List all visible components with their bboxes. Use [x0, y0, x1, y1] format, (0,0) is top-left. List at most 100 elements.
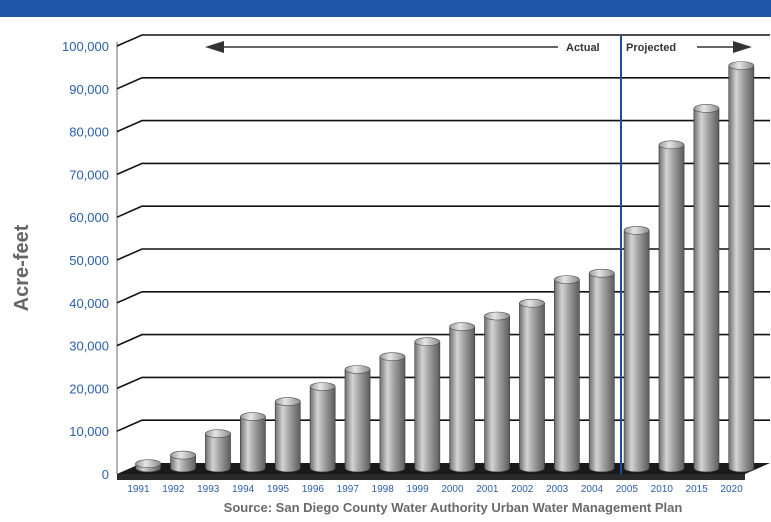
- bar-cap: [623, 226, 650, 235]
- x-tick-label: 1992: [162, 484, 185, 495]
- bar-body: [379, 356, 406, 473]
- bar: [449, 322, 476, 473]
- annotations: Actual Projected: [205, 35, 752, 474]
- source-note: Source: San Diego County Water Authority…: [224, 500, 683, 515]
- bar-cap: [135, 459, 162, 468]
- bar: [135, 459, 162, 473]
- x-tick-label: 1994: [232, 484, 255, 495]
- bar: [484, 311, 510, 473]
- bar-cap: [484, 311, 510, 321]
- bar-cap: [693, 104, 720, 113]
- x-axis: 1991 1992 1993 1994 1995 1996 1997 1998 1999 2000…: [127, 484, 743, 495]
- grid-line: [116, 248, 770, 261]
- grid-line: [116, 162, 770, 176]
- bar: [658, 140, 685, 473]
- bar-body: [449, 326, 476, 473]
- bar-cap: [344, 365, 371, 374]
- y-axis: 0 10,000 20,000 30,000 40,000 50,000 60,000 70,…: [62, 39, 109, 482]
- actual-arrow-head: [205, 41, 224, 53]
- bar-body: [728, 65, 755, 473]
- y-tick-label: 60,000: [69, 210, 109, 225]
- x-tick-label: 2001: [476, 484, 499, 495]
- x-tick-label: 1993: [197, 484, 220, 495]
- bar-body: [658, 144, 685, 473]
- bar: [728, 61, 755, 473]
- bar: [519, 298, 545, 473]
- y-tick-label: 40,000: [69, 296, 109, 311]
- bar-body: [414, 341, 441, 473]
- grid-line: [116, 77, 770, 90]
- bar: [240, 412, 266, 473]
- bar-body: [693, 108, 720, 473]
- actual-label: Actual: [566, 42, 600, 54]
- grid-line: [116, 34, 770, 47]
- y-tick-label: 50,000: [69, 253, 109, 268]
- bar-body: [623, 230, 650, 473]
- bar-body: [170, 454, 196, 473]
- bar-body: [205, 433, 231, 473]
- bar-cap: [658, 140, 685, 150]
- x-tick-label: 2002: [511, 484, 534, 495]
- bar: [693, 104, 720, 473]
- x-tick-label: 1996: [302, 484, 325, 495]
- y-tick-label: 0: [102, 467, 109, 482]
- grid-line: [116, 119, 770, 133]
- bar-cap: [449, 322, 476, 332]
- bar-body: [519, 302, 545, 473]
- x-tick-label: 2000: [441, 484, 464, 495]
- x-tick-label: 2020: [720, 484, 743, 495]
- projected-arrow-head: [733, 41, 752, 53]
- y-tick-label: 10,000: [69, 424, 109, 439]
- y-tick-label: 30,000: [69, 339, 109, 354]
- bars-group: [135, 61, 755, 473]
- grid-line: [116, 205, 770, 218]
- bar-cap: [414, 337, 441, 346]
- bar-cap: [588, 268, 615, 278]
- x-tick-label: 2003: [546, 484, 569, 495]
- bar-cap: [205, 429, 231, 439]
- bar: [414, 337, 441, 473]
- x-tick-label: 2015: [686, 484, 709, 495]
- bar-cap: [309, 382, 336, 391]
- bar-body: [554, 279, 580, 473]
- bar-body: [274, 401, 301, 473]
- bar-cap: [240, 412, 266, 421]
- x-tick-label: 1998: [372, 484, 395, 495]
- bar: [588, 268, 615, 473]
- bar: [344, 365, 371, 473]
- bar-body: [344, 369, 371, 473]
- bar: [554, 275, 580, 473]
- x-tick-label: 2004: [581, 484, 604, 495]
- x-tick-label: 1995: [267, 484, 290, 495]
- y-axis-label: Acre-feet: [11, 224, 33, 311]
- projected-label: Projected: [626, 42, 676, 54]
- y-tick-label: 90,000: [69, 82, 109, 97]
- bar: [170, 450, 196, 473]
- x-tick-label: 1997: [337, 484, 360, 495]
- x-tick-label: 2010: [651, 484, 674, 495]
- bar-cap: [379, 352, 406, 361]
- x-tick-label: 1991: [127, 484, 150, 495]
- bar-cap: [170, 450, 196, 460]
- x-tick-label: 1999: [406, 484, 429, 495]
- bar-body: [240, 416, 266, 473]
- bar: [623, 226, 650, 473]
- top-color-band: [0, 0, 771, 17]
- y-tick-label: 20,000: [69, 381, 109, 396]
- bar-cap: [274, 397, 301, 406]
- y-tick-label: 80,000: [69, 125, 109, 140]
- bar-cap: [554, 275, 580, 284]
- y-tick-label: 100,000: [62, 39, 109, 54]
- bar-body: [588, 272, 615, 473]
- bar-body: [484, 315, 510, 473]
- y-tick-label: 70,000: [69, 167, 109, 182]
- bar: [309, 382, 336, 473]
- bar-cap: [519, 298, 545, 308]
- bar-body: [309, 386, 336, 473]
- bar: [274, 397, 301, 473]
- x-tick-label: 2005: [616, 484, 639, 495]
- bar-cap: [728, 61, 755, 70]
- floor-edge: [117, 474, 745, 480]
- bar: [205, 429, 231, 473]
